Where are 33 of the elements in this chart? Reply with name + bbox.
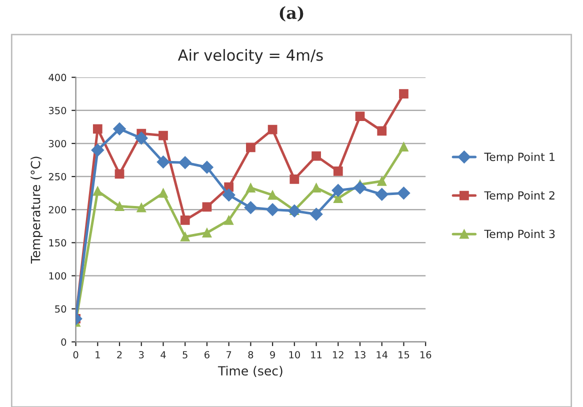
y-tick-label: 150 xyxy=(49,239,66,247)
y-tick-label: 250 xyxy=(48,173,66,180)
legend-label: Temp Point 2 xyxy=(484,191,554,202)
y-axis-title: Temperature (°C) xyxy=(30,156,43,264)
legend-label: Temp Point 1 xyxy=(484,152,554,164)
x-tick-label: 8 xyxy=(248,351,254,358)
x-tick-label: 15 xyxy=(398,351,410,358)
x-tick-label: 0 xyxy=(73,351,78,358)
y-tick-label: 100 xyxy=(49,272,66,280)
y-tick-label: 300 xyxy=(48,140,66,148)
x-tick-label: 12 xyxy=(333,351,344,358)
x-tick-label: 9 xyxy=(270,351,275,358)
x-tick-label: 11 xyxy=(311,351,322,358)
text: (a) xyxy=(280,6,304,22)
x-tick-label: 16 xyxy=(420,351,432,358)
y-tick-label: 400 xyxy=(48,74,66,82)
x-tick-label: 5 xyxy=(182,351,188,358)
y-tick-label: 200 xyxy=(48,206,66,214)
x-tick-label: 2 xyxy=(117,351,122,358)
x-tick-label: 4 xyxy=(160,351,166,358)
x-tick-label: 1 xyxy=(96,351,100,358)
x-tick-label: 13 xyxy=(354,351,366,358)
y-tick-label: 50 xyxy=(55,305,66,313)
chart-title: Air velocity = 4m/s xyxy=(178,49,323,64)
x-tick-label: 10 xyxy=(289,351,300,358)
x-tick-label: 7 xyxy=(226,351,232,358)
x-axis-title: Time (sec) xyxy=(218,366,282,378)
legend-label: Temp Point 3 xyxy=(484,230,555,240)
x-tick-label: 6 xyxy=(204,351,210,358)
x-tick-label: 3 xyxy=(139,351,144,358)
y-tick-label: 350 xyxy=(48,106,66,114)
y-tick-label: 0 xyxy=(61,338,66,346)
x-tick-label: 14 xyxy=(376,351,388,358)
